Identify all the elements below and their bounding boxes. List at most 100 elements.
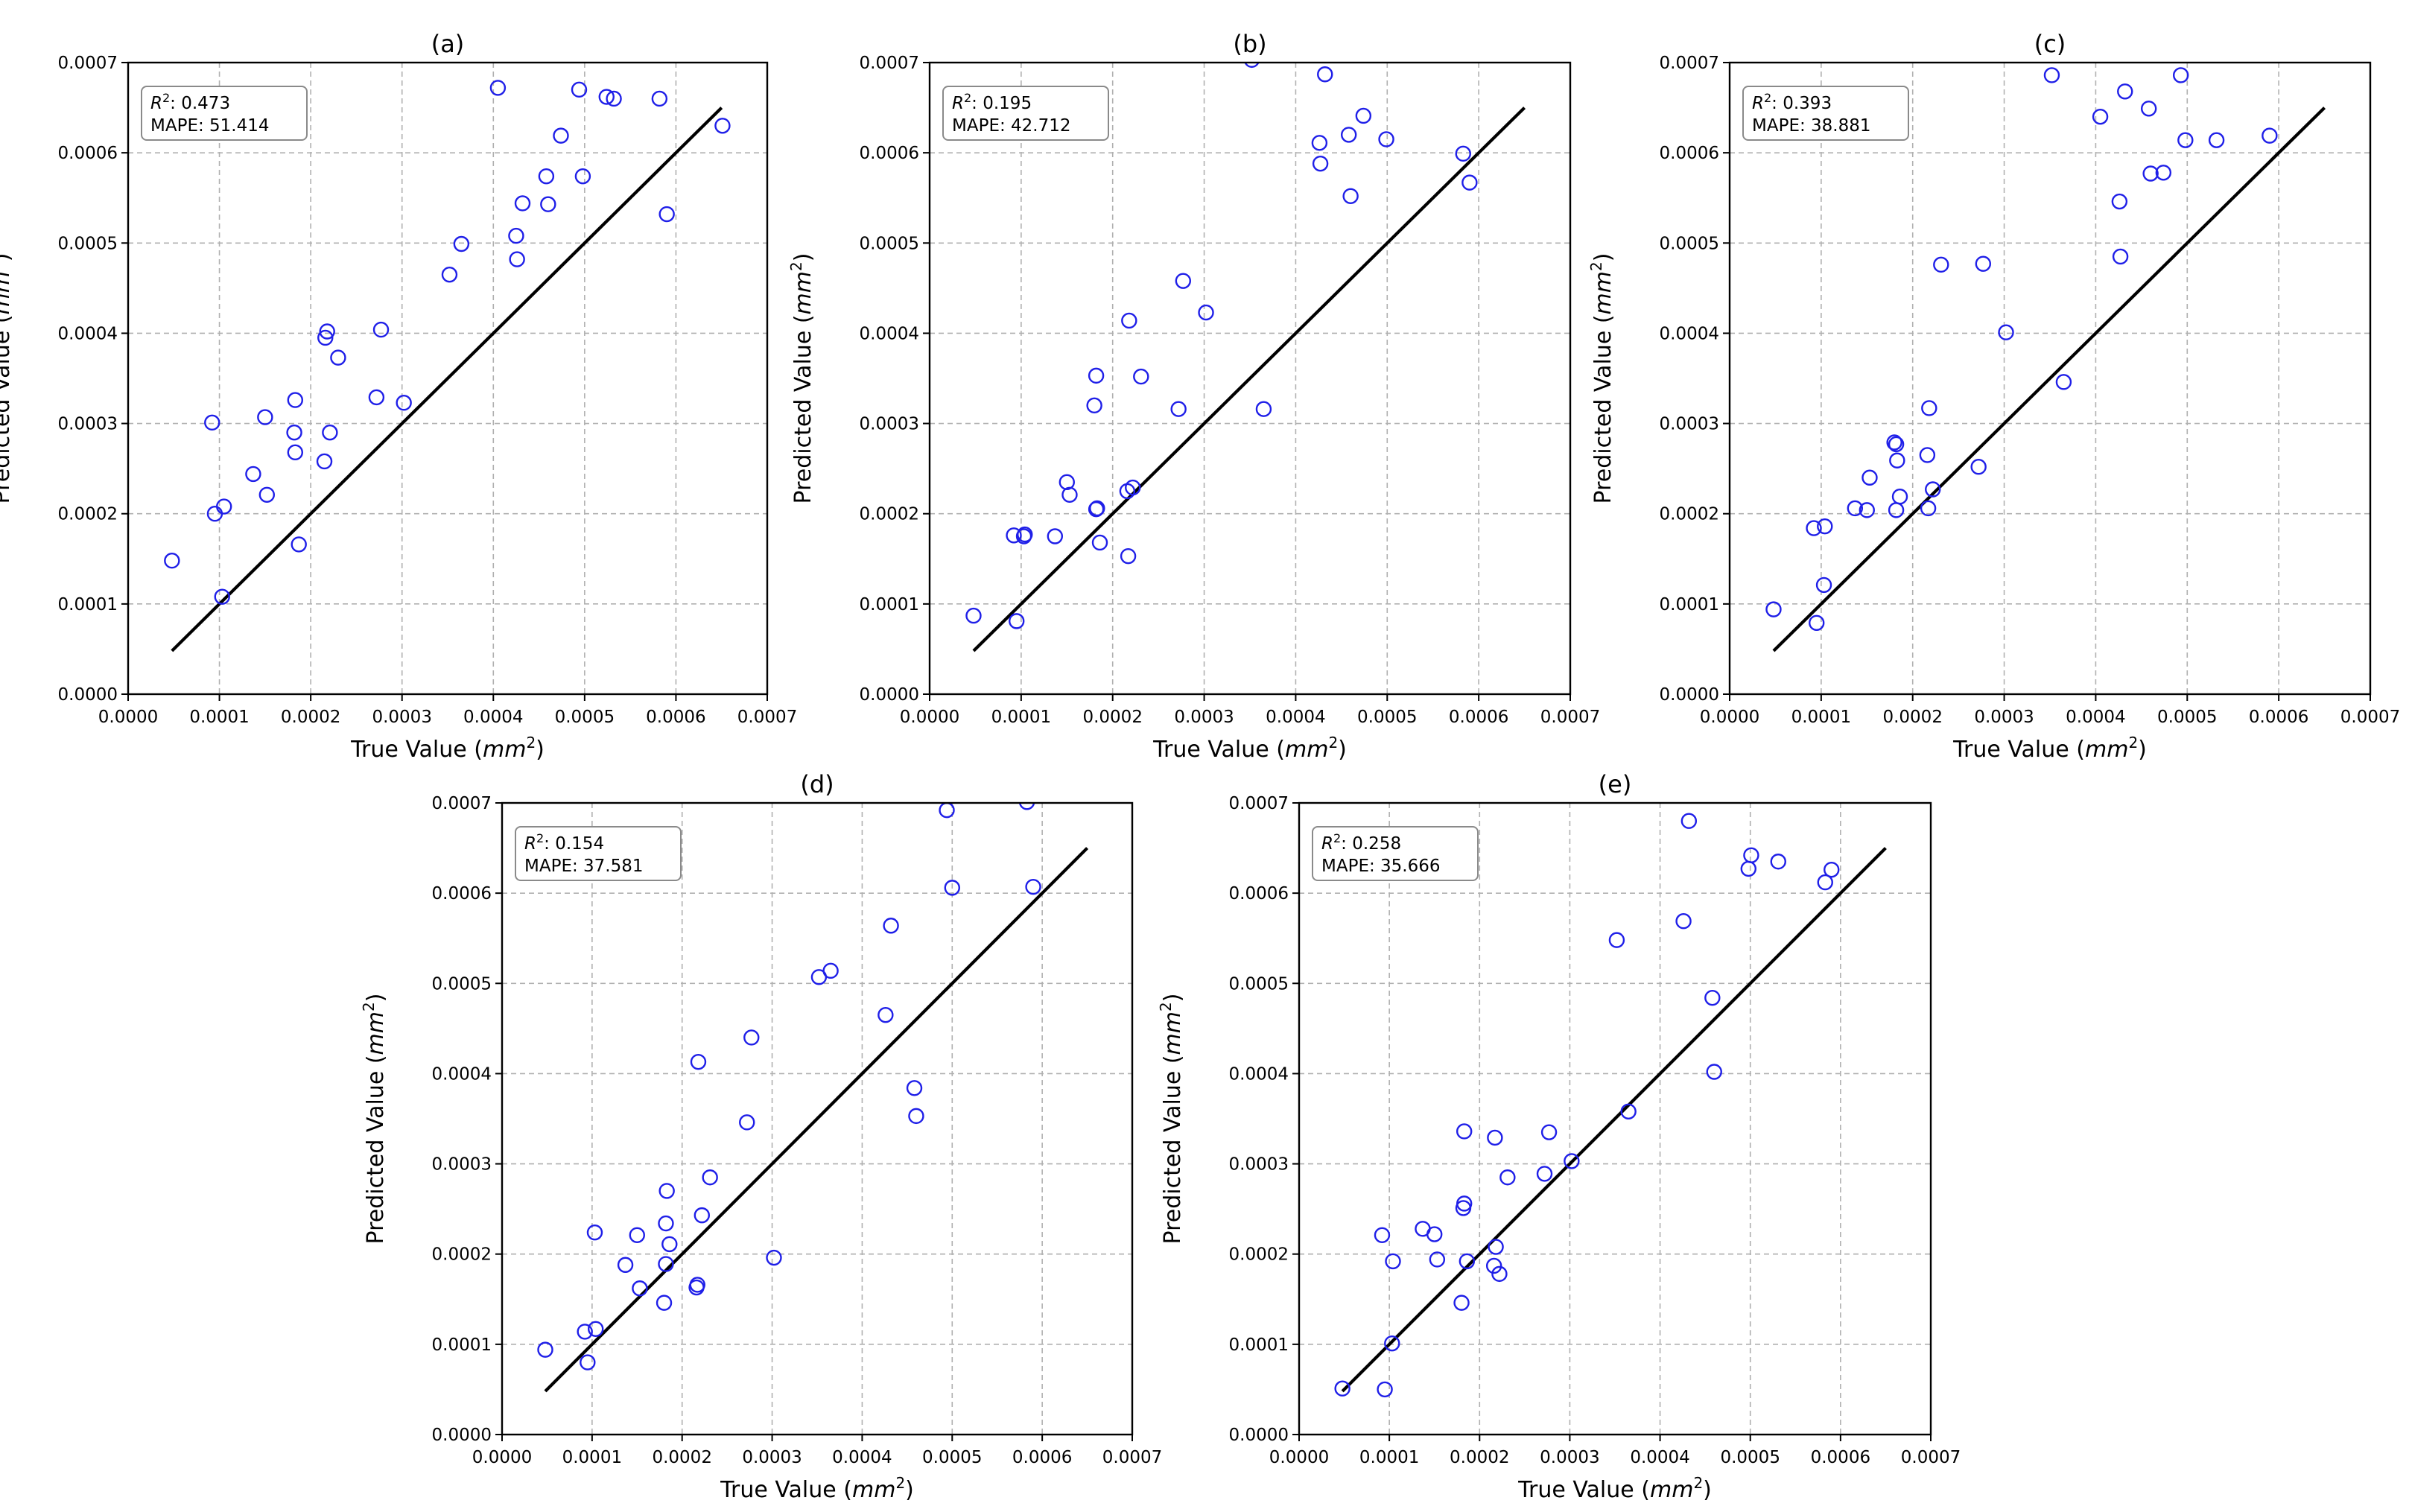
data-point xyxy=(287,444,304,461)
x-tick-label: 0.0000 xyxy=(472,1448,532,1467)
data-point xyxy=(1921,400,1937,416)
data-point xyxy=(245,466,261,483)
data-point xyxy=(1806,520,1822,536)
axes-frame xyxy=(1298,801,1932,1436)
stats-box-frame xyxy=(515,826,682,881)
y-tick-label: 0.0003 xyxy=(1660,415,1719,434)
data-point xyxy=(1461,174,1478,191)
data-point xyxy=(822,962,839,979)
data-point xyxy=(1815,576,1832,594)
data-point xyxy=(1334,1380,1350,1397)
y-tick-label: 0.0002 xyxy=(1229,1245,1289,1265)
y-tick-label: 0.0000 xyxy=(860,685,919,705)
data-point xyxy=(1459,1253,1476,1270)
x-tick-label: 0.0002 xyxy=(652,1448,711,1467)
data-point xyxy=(1675,912,1692,930)
x-tick-label: 0.0001 xyxy=(189,708,249,727)
y-tick-label: 0.0000 xyxy=(1660,685,1719,705)
data-point xyxy=(1378,131,1394,147)
stats-box-frame xyxy=(942,86,1109,141)
data-point xyxy=(1975,255,1992,272)
y-tick-label: 0.0006 xyxy=(1229,884,1289,903)
data-point xyxy=(509,251,525,267)
data-point xyxy=(537,1341,553,1358)
panel-a: 0.0000 0.0001 0.0002 0.0003 0.0004 0.0005 0.00… xyxy=(0,30,797,763)
data-point xyxy=(216,498,232,515)
data-point xyxy=(1847,500,1864,517)
data-point xyxy=(1429,1251,1446,1268)
data-point xyxy=(368,389,385,406)
x-tick-label: 0.0001 xyxy=(1791,708,1851,727)
axes-frame xyxy=(1728,61,2372,696)
data-point xyxy=(1859,502,1875,518)
data-point xyxy=(1998,324,2014,340)
data-point xyxy=(2111,193,2128,210)
data-point xyxy=(1970,459,1987,475)
data-point xyxy=(2142,165,2159,182)
data-point xyxy=(2117,83,2133,100)
y-tick-label: 0.0005 xyxy=(432,974,492,994)
y-tick-label: 0.0004 xyxy=(432,1064,492,1084)
data-point xyxy=(1006,527,1022,544)
data-point xyxy=(1384,1335,1400,1352)
data-point xyxy=(553,127,569,144)
y-axis-label: Predicted Value (mm2) xyxy=(0,253,15,504)
panel-d: 0.0000 0.0001 0.0002 0.0003 0.0004 0.0005 0.00… xyxy=(360,770,1162,1503)
data-point xyxy=(1456,1123,1473,1140)
stats-box: R2: 0.154 MAPE: 37.581 xyxy=(515,826,682,881)
x-tick-label: 0.0003 xyxy=(1540,1448,1599,1467)
data-point xyxy=(1018,803,1035,810)
y-tick-label: 0.0003 xyxy=(58,415,118,434)
data-point xyxy=(1312,155,1329,172)
data-point xyxy=(2055,374,2072,390)
y-tick-label: 0.0002 xyxy=(860,505,919,524)
data-point xyxy=(317,329,334,346)
x-tick-label: 0.0000 xyxy=(900,708,959,727)
data-point xyxy=(702,1169,718,1186)
data-point xyxy=(1342,188,1359,204)
data-point xyxy=(286,424,302,441)
data-point xyxy=(2172,67,2189,83)
y-tick-label: 0.0005 xyxy=(58,234,118,253)
panel-e: 0.0000 0.0001 0.0002 0.0003 0.0004 0.0005 0.00… xyxy=(1157,770,1961,1503)
data-point xyxy=(883,918,899,934)
data-point xyxy=(1061,486,1078,503)
panel-title: (e) xyxy=(1599,770,1632,798)
data-point xyxy=(908,1108,924,1125)
panel-title: (d) xyxy=(800,770,834,798)
y-tick-label: 0.0004 xyxy=(860,324,919,343)
data-point xyxy=(766,1249,782,1266)
x-tick-label: 0.0006 xyxy=(646,708,705,727)
data-point xyxy=(1426,1226,1443,1242)
y-tick-label: 0.0003 xyxy=(860,415,919,434)
data-point xyxy=(1311,135,1328,151)
data-points xyxy=(1765,67,2278,631)
x-axis-label: True Value (mm2) xyxy=(1152,734,1347,763)
x-tick-label: 0.0006 xyxy=(1012,1448,1072,1467)
data-point xyxy=(1704,989,1721,1006)
data-point xyxy=(714,118,731,134)
data-point xyxy=(204,414,220,431)
x-tick-label: 0.0001 xyxy=(991,708,1051,727)
data-point xyxy=(690,1053,707,1070)
stats-box: R2: 0.258 MAPE: 35.666 xyxy=(1312,826,1479,881)
data-point xyxy=(1499,1169,1516,1186)
reference-line xyxy=(1772,107,2326,652)
data-point xyxy=(571,81,588,98)
data-point xyxy=(316,453,333,470)
stats-box: R2: 0.195 MAPE: 42.712 xyxy=(942,86,1109,141)
data-point xyxy=(258,486,276,503)
data-point xyxy=(906,1080,923,1096)
y-axis-label: Predicted Value (mm2) xyxy=(1587,253,1616,504)
x-tick-label: 0.0002 xyxy=(281,708,340,727)
data-point xyxy=(1047,528,1064,544)
data-point xyxy=(1086,397,1102,414)
x-tick-label: 0.0000 xyxy=(1700,708,1759,727)
data-point xyxy=(257,409,273,425)
x-tick-label: 0.0004 xyxy=(1266,708,1325,727)
data-point xyxy=(1536,1166,1553,1182)
y-axis-label: Predicted Value (mm2) xyxy=(787,253,816,504)
data-point xyxy=(1933,256,1949,273)
x-tick-label: 0.0005 xyxy=(2157,708,2217,727)
data-point xyxy=(1886,434,1902,451)
